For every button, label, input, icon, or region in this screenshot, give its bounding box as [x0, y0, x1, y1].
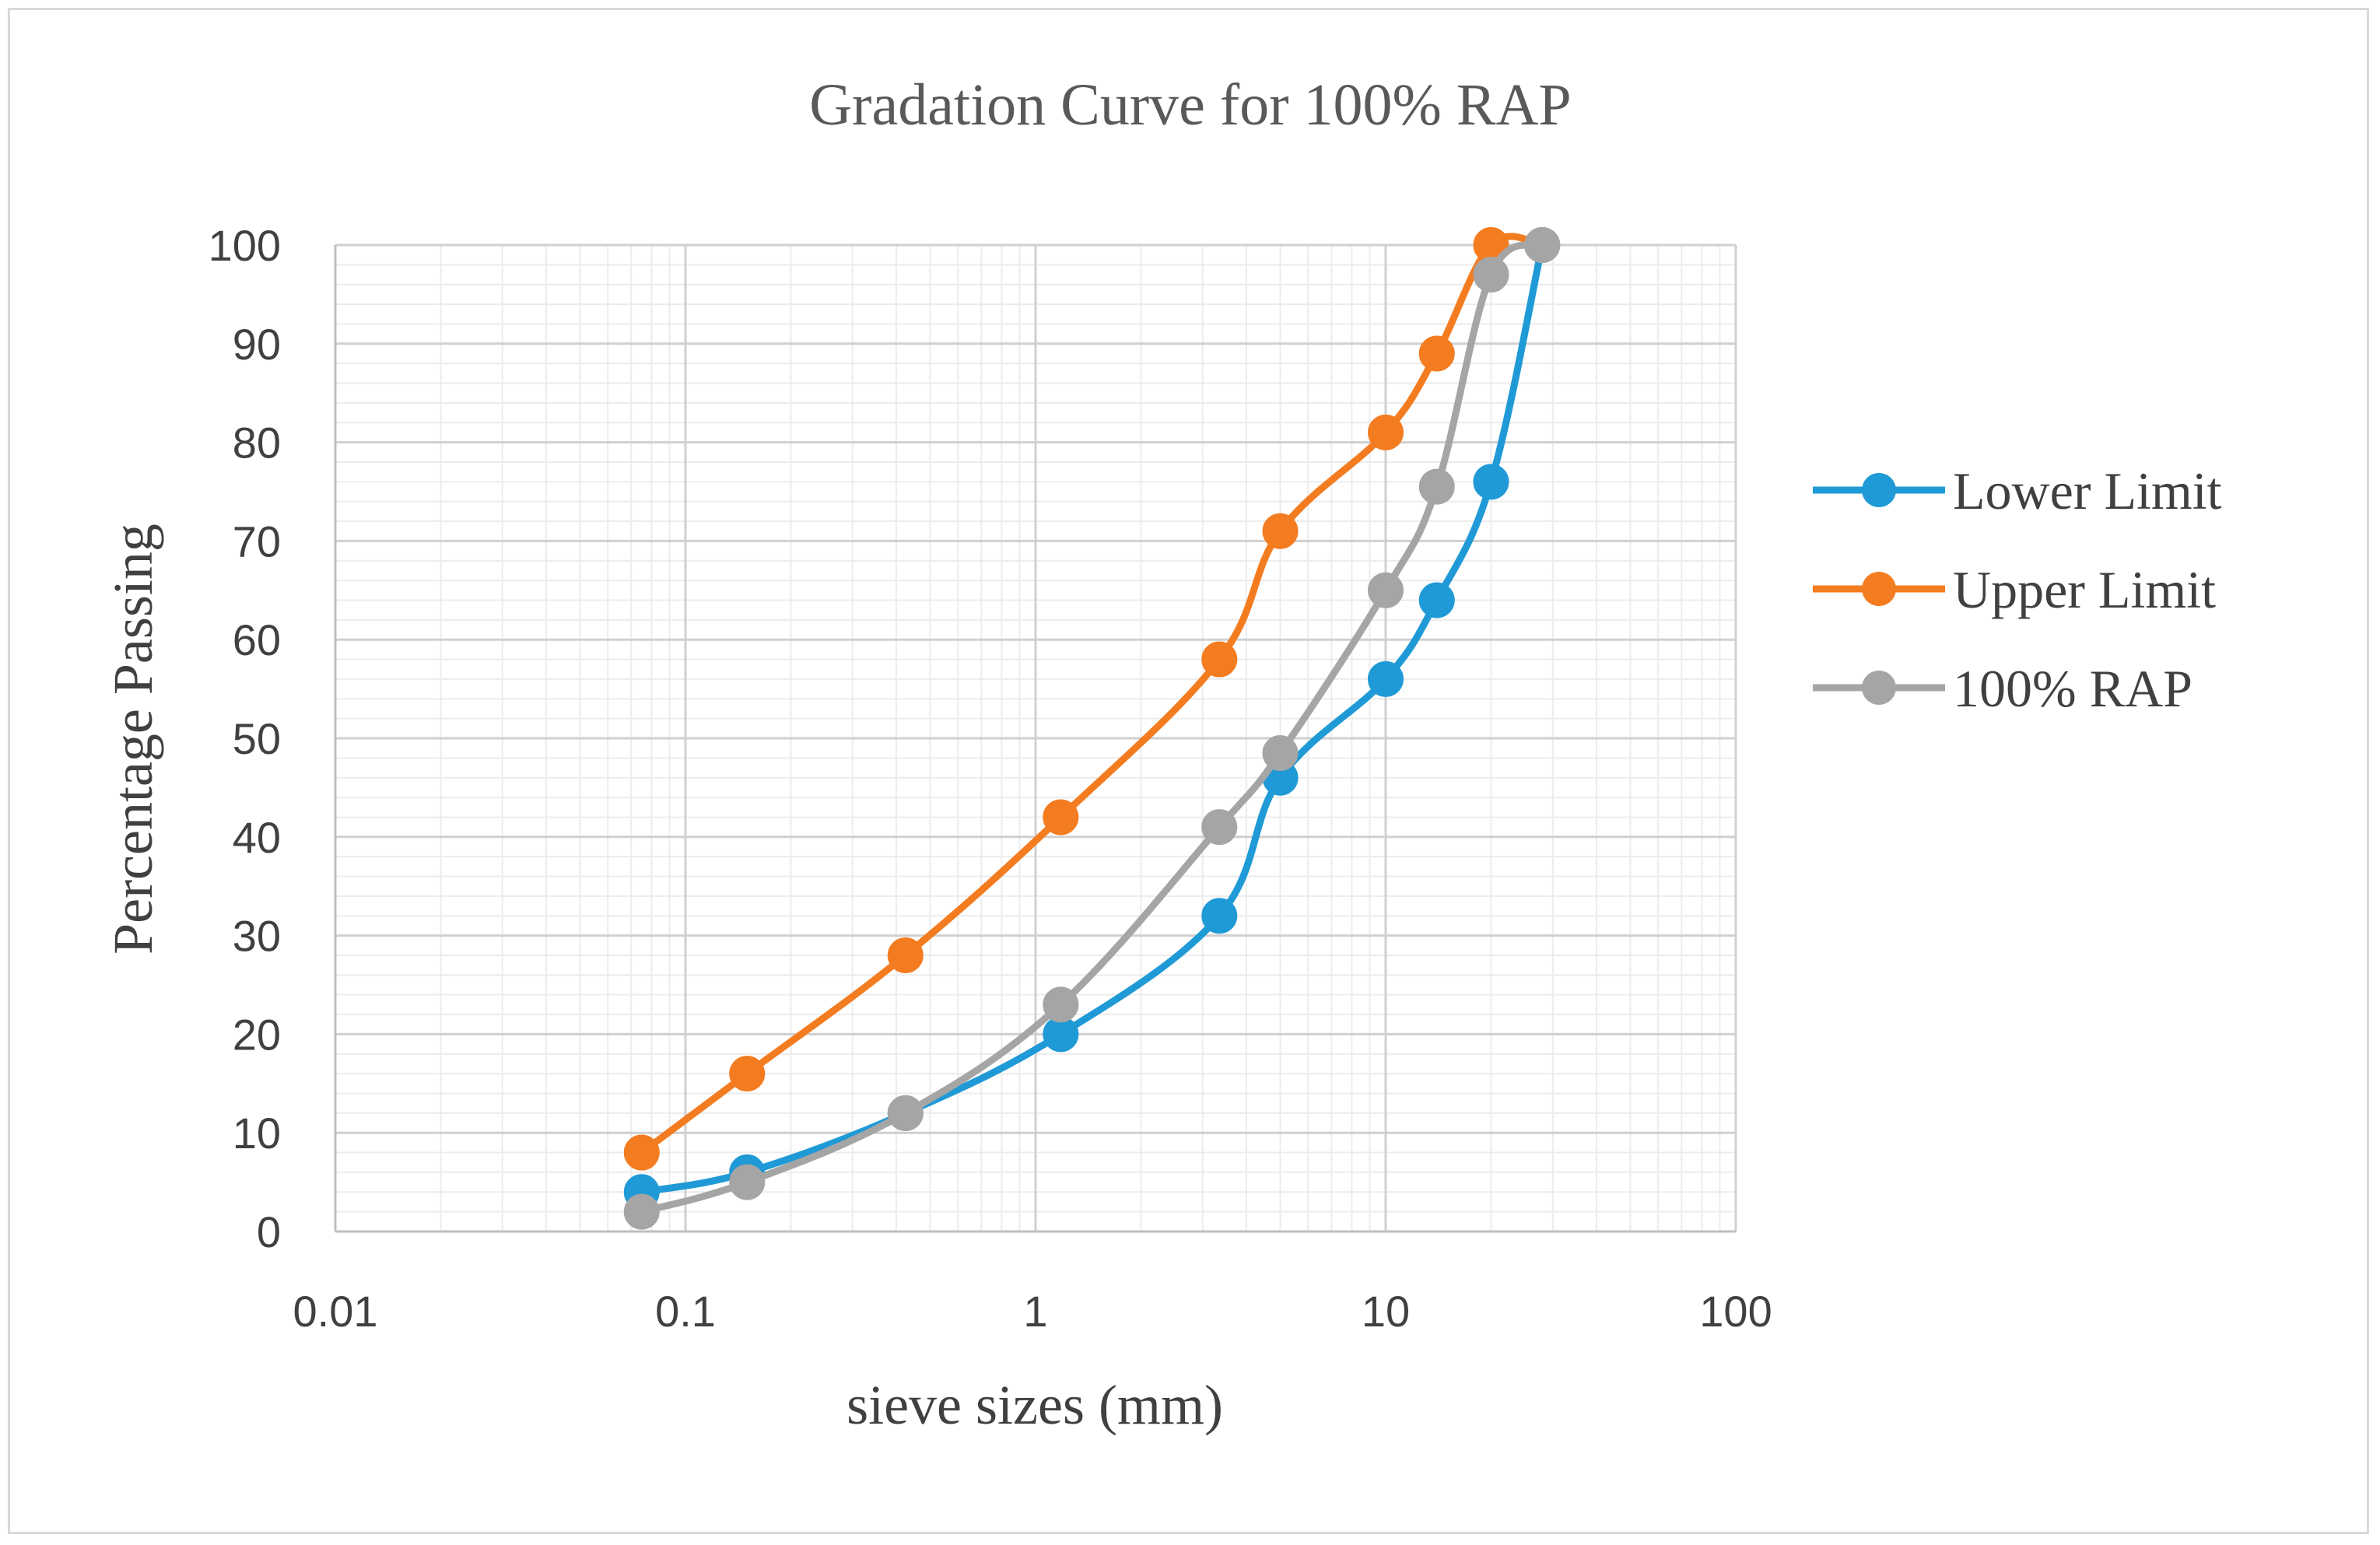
- y-tick-label: 10: [233, 1109, 281, 1158]
- data-point: [1201, 898, 1238, 934]
- y-tick-label: 90: [233, 320, 281, 369]
- series-layer: [623, 227, 1561, 1230]
- x-tick-label: 100: [1699, 1287, 1772, 1336]
- y-tick-label: 50: [233, 714, 281, 763]
- data-point: [1201, 641, 1238, 678]
- x-tick-label: 10: [1362, 1287, 1410, 1336]
- legend-label: Upper Limit: [1953, 560, 2216, 619]
- data-point: [623, 1193, 660, 1230]
- legend-marker: [1862, 473, 1896, 507]
- data-point: [1368, 414, 1404, 450]
- chart-title: Gradation Curve for 100% RAP: [809, 72, 1571, 138]
- data-point: [1473, 464, 1509, 500]
- y-tick-label: 0: [257, 1207, 281, 1256]
- y-tick-label: 80: [233, 419, 281, 468]
- data-point: [1524, 227, 1561, 263]
- legend-marker: [1862, 671, 1896, 705]
- data-point: [1043, 799, 1079, 836]
- legend-label: Lower Limit: [1953, 461, 2222, 520]
- data-point: [729, 1164, 766, 1200]
- series-100-rap: [623, 227, 1561, 1230]
- legend-item: Lower Limit: [1813, 461, 2222, 520]
- data-point: [1043, 986, 1079, 1023]
- y-tick-label: 40: [233, 813, 281, 862]
- legend-marker: [1862, 572, 1896, 606]
- plot-grid: [334, 243, 1737, 1233]
- legend-item: Upper Limit: [1813, 560, 2216, 619]
- data-point: [1418, 468, 1455, 505]
- y-tick-label: 30: [233, 912, 281, 961]
- data-point: [1418, 582, 1455, 618]
- data-point: [1368, 572, 1404, 608]
- data-point: [623, 1134, 660, 1171]
- legend-item: 100% RAP: [1813, 659, 2192, 718]
- data-point: [1262, 513, 1299, 549]
- data-point: [1368, 660, 1404, 697]
- y-tick-label: 70: [233, 517, 281, 566]
- series-line: [638, 241, 1546, 1216]
- data-point: [1201, 809, 1238, 846]
- data-point: [887, 937, 924, 973]
- x-tick-label: 0.1: [655, 1287, 716, 1336]
- data-point: [1418, 335, 1455, 372]
- data-point: [1473, 257, 1509, 293]
- y-tick-label: 20: [233, 1010, 281, 1059]
- legend-label: 100% RAP: [1953, 659, 2192, 718]
- x-tick-label: 1: [1023, 1287, 1047, 1336]
- axis-ticks: 0 10 20 30 40 50 60 70 80 90 100 0.01 0.1 1 10 100: [209, 221, 1772, 1336]
- data-point: [729, 1056, 766, 1092]
- data-point: [1262, 735, 1299, 772]
- data-point: [887, 1095, 924, 1131]
- y-axis-title: Percentage Passing: [102, 524, 164, 955]
- y-tick-label: 100: [209, 221, 281, 270]
- series-line: [638, 241, 1546, 1196]
- x-tick-label: 0.01: [293, 1287, 378, 1336]
- x-axis-title: sieve sizes (mm): [846, 1374, 1223, 1436]
- legend: Lower Limit Upper Limit 100% RAP: [1813, 461, 2222, 718]
- y-tick-label: 60: [233, 615, 281, 664]
